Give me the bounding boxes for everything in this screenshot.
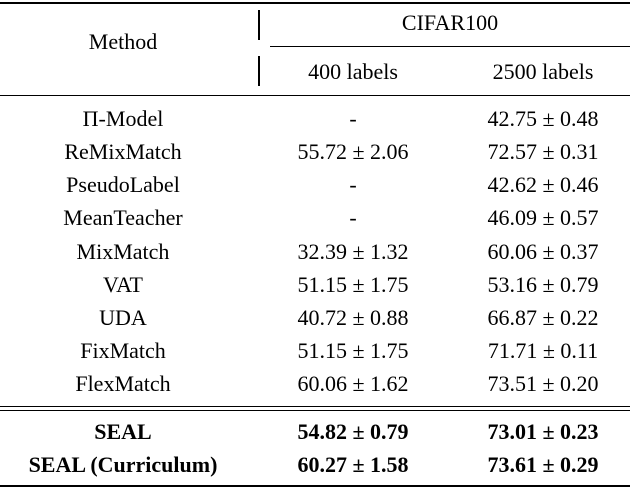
value-2500: 71.71 ± 0.11 xyxy=(487,338,599,363)
value-400: 54.82 ± 0.79 xyxy=(297,419,409,444)
value-2500: 53.16 ± 0.79 xyxy=(487,272,599,297)
value-2500: 46.09 ± 0.57 xyxy=(487,205,599,230)
method-cell: MixMatch xyxy=(76,239,170,264)
method-cell: Π-Model xyxy=(82,106,164,131)
header-dataset: CIFAR100 xyxy=(401,10,499,35)
value-400: - xyxy=(349,172,357,197)
bottom-rule xyxy=(0,485,630,487)
header-method: Method xyxy=(88,29,158,54)
value-400: 32.39 ± 1.32 xyxy=(297,239,409,264)
method-cell: SEAL (Curriculum) xyxy=(28,452,218,477)
header-rule xyxy=(0,95,630,97)
dataset-underline xyxy=(270,46,630,48)
value-2500: 66.87 ± 0.22 xyxy=(487,305,599,330)
method-cell: FixMatch xyxy=(80,338,166,363)
value-400: 60.27 ± 1.58 xyxy=(297,452,409,477)
method-cell: VAT xyxy=(103,272,143,297)
method-cell: UDA xyxy=(99,305,147,330)
value-400: - xyxy=(349,106,357,131)
value-400: 40.72 ± 0.88 xyxy=(297,305,409,330)
value-400: 55.72 ± 2.06 xyxy=(297,139,409,164)
value-400: 60.06 ± 1.62 xyxy=(297,371,409,396)
header-col-400: 400 labels xyxy=(308,59,398,84)
value-2500: 73.51 ± 0.20 xyxy=(487,371,599,396)
method-cell: FlexMatch xyxy=(75,371,171,396)
value-2500: 60.06 ± 0.37 xyxy=(487,239,599,264)
value-2500: 73.01 ± 0.23 xyxy=(487,419,599,444)
value-400: 51.15 ± 1.75 xyxy=(297,272,409,297)
value-2500: 42.75 ± 0.48 xyxy=(487,106,599,131)
top-rule xyxy=(0,2,630,4)
method-cell: SEAL xyxy=(94,419,152,444)
method-cell: MeanTeacher xyxy=(63,205,183,230)
header-separator-top xyxy=(258,10,260,40)
method-cell: ReMixMatch xyxy=(64,139,182,164)
value-400: - xyxy=(349,205,357,230)
method-cell: PseudoLabel xyxy=(66,172,180,197)
value-2500: 42.62 ± 0.46 xyxy=(487,172,599,197)
value-400: 51.15 ± 1.75 xyxy=(297,338,409,363)
value-2500: 73.61 ± 0.29 xyxy=(487,452,599,477)
value-2500: 72.57 ± 0.31 xyxy=(487,139,599,164)
double-rule-bottom xyxy=(0,410,630,412)
header-separator-bottom xyxy=(258,56,260,86)
double-rule-top xyxy=(0,406,630,408)
header-col-2500: 2500 labels xyxy=(492,59,594,84)
